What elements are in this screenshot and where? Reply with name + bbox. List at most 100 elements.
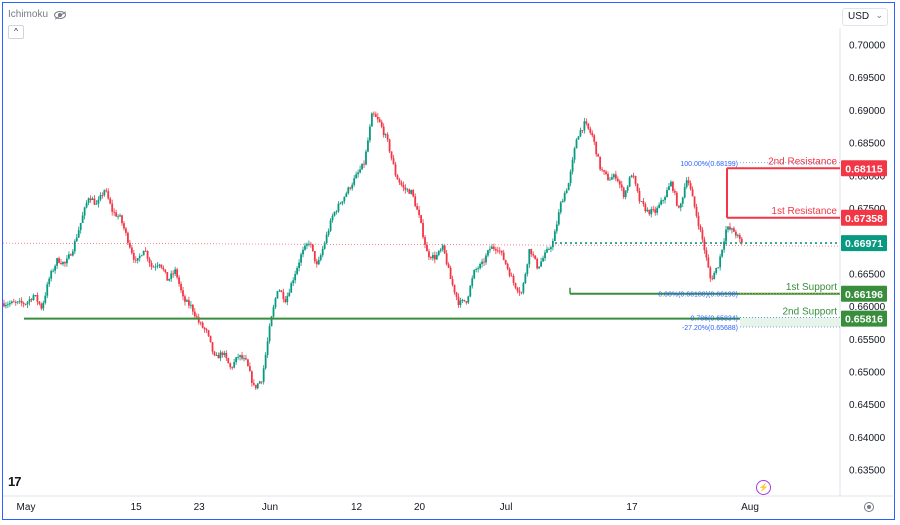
candle-body [66,258,68,264]
candle-body [197,317,200,323]
candle-body [8,303,11,305]
candle-body [666,190,668,198]
candle-body [369,126,371,141]
candle-body [22,302,25,305]
candle-body [404,187,407,190]
candle-body [79,222,82,231]
candle-body [296,267,299,275]
candle-body [687,180,690,184]
candle-body [400,182,403,185]
candle-body [591,132,594,136]
candle-body [611,177,613,180]
candle-body [10,301,13,304]
candle-body [150,262,153,267]
candle-body [738,235,741,239]
candle-body [134,259,137,261]
candle-body [601,169,603,171]
candle-body [113,211,116,213]
fib-label: 100.00%(0.68199) [680,161,738,168]
candle-body [343,196,346,202]
candle-body [408,189,411,194]
candle-body [365,151,367,165]
candle-body [353,178,356,185]
candle-body [654,209,657,213]
candle-body [317,259,320,265]
candle-body [433,254,436,260]
y-tick-label: 0.63500 [849,466,886,477]
candle-body [731,228,733,230]
candle-body [282,292,285,300]
candle-body [225,352,228,359]
candle-body [569,171,572,184]
candle-body [345,193,348,197]
candle-body [115,212,118,217]
level-name-label: 1st Resistance [771,206,837,217]
candle-body [201,322,204,328]
candle-body [492,246,495,249]
level-price-label: 0.67358 [845,213,883,225]
candle-body [599,156,602,170]
candle-body [199,322,202,324]
candle-body [516,287,519,291]
candle-body [557,212,560,225]
candle-body [215,354,218,356]
candle-body [378,119,381,122]
candle-body [640,201,643,203]
candle-body [81,215,84,223]
candle-body [630,175,633,178]
candle-body [467,296,470,303]
candle-body [40,303,43,309]
candle-body [719,256,722,268]
candle-body [250,371,253,383]
candle-body [174,269,177,274]
candle-body [489,248,491,251]
eye-icon[interactable] [54,10,67,19]
candle-body [274,298,277,308]
candle-body [453,284,456,293]
fib-label: -27.20%(0.65688) [682,325,738,332]
candle-body [36,295,39,302]
candle-body [634,175,637,184]
collapse-legend-button[interactable]: ^ [8,25,24,39]
candle-body [284,299,287,303]
candle-body [679,203,682,208]
x-tick-label: Jun [262,502,278,513]
candle-body [160,264,163,268]
candle-body [607,173,609,181]
candle-body [577,136,580,140]
candle-body [402,184,405,188]
settings-icon[interactable] [864,502,874,512]
candle-body [699,226,702,230]
candle-body [146,251,149,259]
candle-body [443,245,446,254]
y-tick-label: 0.65500 [849,335,886,346]
candle-body [585,121,588,124]
candle-body [618,181,621,185]
candle-body [290,283,293,293]
candle-body [262,368,265,382]
candle-body [142,250,145,256]
tradingview-logo-icon: 17 [8,474,22,489]
candle-body [52,270,55,272]
candle-body [154,266,157,268]
x-tick-label: May [17,502,36,513]
candle-body [148,258,151,263]
candle-body [498,250,501,252]
candle-body [670,181,672,187]
candle-body [420,215,422,223]
candle-body [485,255,487,263]
candle-body [48,278,51,285]
candle-body [632,175,635,177]
lightning-icon[interactable]: ⚡ [756,480,771,495]
candle-body [406,189,409,191]
currency-select[interactable]: USD ⌄ [842,8,888,26]
candle-body [526,264,529,275]
candle-body [144,250,147,252]
candle-body [62,261,64,265]
candle-body [431,254,434,259]
candle-body [382,126,385,136]
indicator-legend[interactable]: Ichimoku [8,9,67,20]
candle-body [26,302,29,305]
candle-body [642,201,645,205]
